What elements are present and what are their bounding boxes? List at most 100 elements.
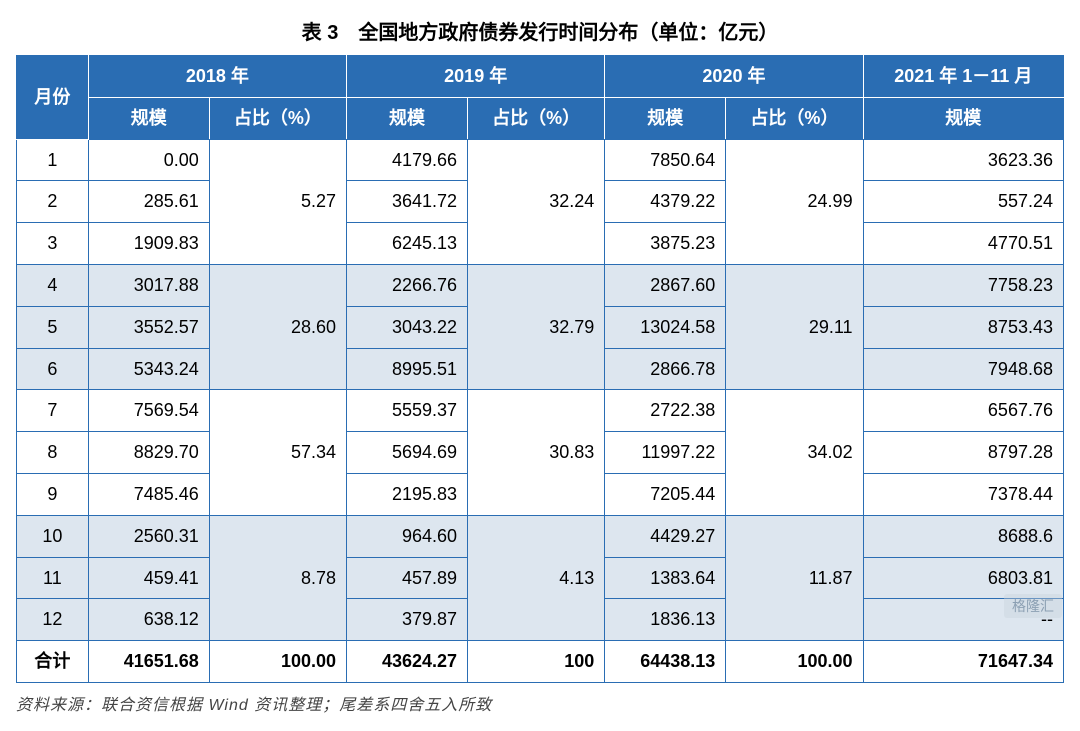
cell-2019-ratio: 4.13: [468, 515, 605, 640]
total-row: 合计41651.68100.0043624.2710064438.13100.0…: [17, 641, 1064, 683]
cell-2021-scale: 7758.23: [863, 264, 1063, 306]
month-cell: 8: [17, 432, 89, 474]
cell-2018-ratio: 28.60: [209, 264, 346, 389]
cell-2019-scale: 379.87: [347, 599, 468, 641]
cell-2018-ratio: 8.78: [209, 515, 346, 640]
cell-2019-scale: 964.60: [347, 515, 468, 557]
cell-2020-scale: 3875.23: [605, 223, 726, 265]
month-cell: 4: [17, 264, 89, 306]
cell-2019-scale: 4179.66: [347, 139, 468, 181]
cell-2020-scale: 2867.60: [605, 264, 726, 306]
cell-2021-scale: 6803.81: [863, 557, 1063, 599]
cell-2018-ratio: 5.27: [209, 139, 346, 264]
cell-2020-scale: 4429.27: [605, 515, 726, 557]
month-cell: 1: [17, 139, 89, 181]
cell-2019-scale: 8995.51: [347, 348, 468, 390]
source-note: 资料来源：联合资信根据 Wind 资讯整理；尾差系四舍五入所致: [16, 691, 1064, 715]
cell-2020-scale: 4379.22: [605, 181, 726, 223]
total-2020-ratio: 100.00: [726, 641, 863, 683]
cell-2021-scale: 7948.68: [863, 348, 1063, 390]
month-cell: 11: [17, 557, 89, 599]
cell-2018-scale: 1909.83: [88, 223, 209, 265]
cell-2019-scale: 2266.76: [347, 264, 468, 306]
cell-2021-scale: 8688.6: [863, 515, 1063, 557]
col-2018-scale: 规模: [88, 97, 209, 139]
cell-2020-scale: 11997.22: [605, 432, 726, 474]
total-2018-ratio: 100.00: [209, 641, 346, 683]
col-month: 月份: [17, 56, 89, 140]
col-2019-ratio: 占比（%）: [468, 97, 605, 139]
cell-2021-scale: 8753.43: [863, 306, 1063, 348]
col-2020-scale: 规模: [605, 97, 726, 139]
month-cell: 10: [17, 515, 89, 557]
cell-2021-scale: 6567.76: [863, 390, 1063, 432]
table-title: 表 3 全国地方政府债券发行时间分布（单位：亿元）: [16, 16, 1064, 45]
cell-2018-scale: 3017.88: [88, 264, 209, 306]
watermark: 格隆汇: [1004, 594, 1062, 618]
table-row: 43017.8828.602266.7632.792867.6029.11775…: [17, 264, 1064, 306]
cell-2019-scale: 457.89: [347, 557, 468, 599]
month-cell: 6: [17, 348, 89, 390]
total-2019-ratio: 100: [468, 641, 605, 683]
cell-2018-scale: 459.41: [88, 557, 209, 599]
cell-2019-scale: 5559.37: [347, 390, 468, 432]
total-2020-scale: 64438.13: [605, 641, 726, 683]
col-2018: 2018 年: [88, 56, 346, 98]
cell-2018-scale: 638.12: [88, 599, 209, 641]
col-2020: 2020 年: [605, 56, 863, 98]
col-2019: 2019 年: [347, 56, 605, 98]
cell-2020-scale: 2866.78: [605, 348, 726, 390]
cell-2019-ratio: 32.24: [468, 139, 605, 264]
cell-2018-scale: 5343.24: [88, 348, 209, 390]
table-row: 10.005.274179.6632.247850.6424.993623.36: [17, 139, 1064, 181]
cell-2018-scale: 8829.70: [88, 432, 209, 474]
cell-2019-scale: 5694.69: [347, 432, 468, 474]
cell-2020-scale: 7850.64: [605, 139, 726, 181]
month-cell: 12: [17, 599, 89, 641]
cell-2019-scale: 2195.83: [347, 473, 468, 515]
month-cell: 3: [17, 223, 89, 265]
table-row: 77569.5457.345559.3730.832722.3834.02656…: [17, 390, 1064, 432]
month-cell: 5: [17, 306, 89, 348]
cell-2019-scale: 6245.13: [347, 223, 468, 265]
cell-2020-ratio: 34.02: [726, 390, 863, 515]
cell-2021-scale: 4770.51: [863, 223, 1063, 265]
col-2021: 2021 年 1－11 月: [863, 56, 1063, 98]
col-2019-scale: 规模: [347, 97, 468, 139]
table-row: 102560.318.78964.604.134429.2711.878688.…: [17, 515, 1064, 557]
month-cell: 2: [17, 181, 89, 223]
cell-2020-ratio: 24.99: [726, 139, 863, 264]
cell-2020-ratio: 11.87: [726, 515, 863, 640]
cell-2019-ratio: 30.83: [468, 390, 605, 515]
cell-2021-scale: 557.24: [863, 181, 1063, 223]
cell-2018-scale: 2560.31: [88, 515, 209, 557]
cell-2018-scale: 0.00: [88, 139, 209, 181]
cell-2018-scale: 7485.46: [88, 473, 209, 515]
cell-2018-scale: 3552.57: [88, 306, 209, 348]
month-cell: 9: [17, 473, 89, 515]
cell-2019-ratio: 32.79: [468, 264, 605, 389]
cell-2019-scale: 3043.22: [347, 306, 468, 348]
month-cell: 7: [17, 390, 89, 432]
total-2018-scale: 41651.68: [88, 641, 209, 683]
col-2018-ratio: 占比（%）: [209, 97, 346, 139]
cell-2021-scale: 3623.36: [863, 139, 1063, 181]
cell-2020-scale: 13024.58: [605, 306, 726, 348]
cell-2020-scale: 2722.38: [605, 390, 726, 432]
cell-2018-scale: 285.61: [88, 181, 209, 223]
col-2020-ratio: 占比（%）: [726, 97, 863, 139]
cell-2019-scale: 3641.72: [347, 181, 468, 223]
cell-2018-scale: 7569.54: [88, 390, 209, 432]
cell-2020-scale: 1836.13: [605, 599, 726, 641]
cell-2021-scale: 7378.44: [863, 473, 1063, 515]
cell-2021-scale: 8797.28: [863, 432, 1063, 474]
cell-2018-ratio: 57.34: [209, 390, 346, 515]
cell-2020-scale: 1383.64: [605, 557, 726, 599]
cell-2020-ratio: 29.11: [726, 264, 863, 389]
bond-table: 月份 2018 年 2019 年 2020 年 2021 年 1－11 月 规模…: [16, 55, 1064, 683]
total-label: 合计: [17, 641, 89, 683]
cell-2020-scale: 7205.44: [605, 473, 726, 515]
total-2019-scale: 43624.27: [347, 641, 468, 683]
total-2021-scale: 71647.34: [863, 641, 1063, 683]
col-2021-scale: 规模: [863, 97, 1063, 139]
